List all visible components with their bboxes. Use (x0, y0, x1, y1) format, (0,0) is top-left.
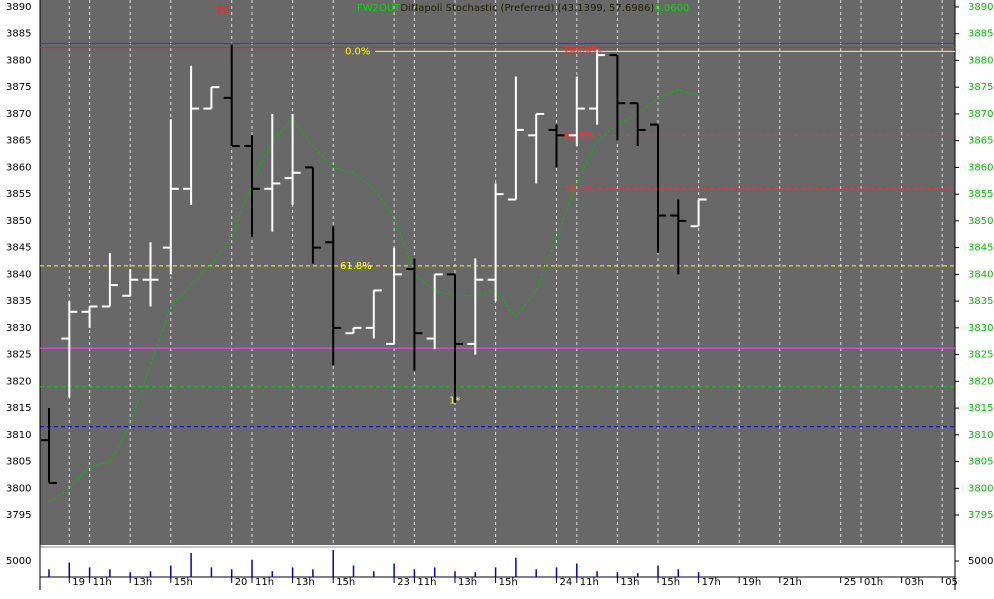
y-tick-label-right: 3870 (968, 109, 993, 120)
level-label: 38.2% (563, 184, 595, 195)
x-tick-label: 15h (174, 577, 193, 588)
marker-label: PO (217, 5, 231, 16)
indicator-title: FW2OUTDiNapoli Stochastic (Preferred) (4… (357, 3, 689, 14)
x-tick-label: 15h (336, 577, 355, 588)
y-tick-label-left: 3825 (6, 350, 31, 361)
volume-pane (39, 546, 956, 578)
stochastic-line (48, 89, 699, 503)
x-tick-label: 01h (864, 577, 883, 588)
x-tick-label: 25 (844, 577, 857, 588)
level-label: 61.8% (563, 130, 595, 141)
level-label: 100.0% (563, 45, 601, 56)
y-tick-label-left: 3820 (6, 376, 31, 387)
y-tick-label-right: 3875 (968, 82, 993, 93)
y-tick-label-left: 3885 (6, 29, 31, 40)
y-tick-label-right: 3830 (968, 323, 993, 334)
y-tick-label-right: 3815 (968, 403, 993, 414)
y-tick-label-right: 3805 (968, 457, 993, 468)
level-label: 0.0% (345, 46, 370, 57)
y-tick-label-right: 3835 (968, 296, 993, 307)
x-tick-label: 11h (255, 577, 274, 588)
y-tick-label-right: 3865 (968, 136, 993, 147)
y-tick-label-right: 3860 (968, 162, 993, 173)
y-tick-label-left: 3800 (6, 483, 31, 494)
y-tick-label-right: 3885 (968, 29, 993, 40)
x-tick-label: 11h (580, 577, 599, 588)
y-tick-label-left: 3880 (6, 55, 31, 66)
y-tick-label-left: 3805 (6, 457, 31, 468)
y-tick-label-left: 3815 (6, 403, 31, 414)
y-tick-label-left: 3840 (6, 269, 31, 280)
y-tick-label-left: 3870 (6, 109, 31, 120)
y-tick-label-left: 3855 (6, 189, 31, 200)
x-tick-label: 11h (417, 577, 436, 588)
x-tick-label: 17h (702, 577, 721, 588)
y-tick-label-right: 3840 (968, 269, 993, 280)
y-tick-label-left: 3860 (6, 162, 31, 173)
y-tick-label-right: 3890 (968, 2, 993, 13)
y-tick-label-left: 3865 (6, 136, 31, 147)
y-tick-label-left: 3835 (6, 296, 31, 307)
x-tick-label: 13h (133, 577, 152, 588)
indicator-suffix: 4.0600 (654, 3, 689, 14)
y-tick-label-right: 3845 (968, 243, 993, 254)
volume-tick-label-right: 5000 (968, 556, 993, 567)
x-tick-label: 15h (661, 577, 680, 588)
y-tick-label-left: 3845 (6, 243, 31, 254)
x-tick-label: 23 (397, 577, 410, 588)
x-tick-label: 19 (72, 577, 85, 588)
y-tick-label-right: 3810 (968, 430, 993, 441)
y-tick-label-right: 3795 (968, 510, 993, 521)
volume-tick-label-left: 5000 (6, 556, 31, 567)
x-tick-label: 21h (783, 577, 802, 588)
indicator-prefix: FW2OUT (357, 3, 401, 14)
y-tick-label-left: 3875 (6, 82, 31, 93)
pivot-label: 1* (449, 396, 460, 407)
level-label: 61.8% (340, 261, 372, 272)
x-tick-label: 13h (296, 577, 315, 588)
y-tick-label-right: 3880 (968, 55, 993, 66)
y-tick-label-left: 3850 (6, 216, 31, 227)
y-tick-label-left: 3810 (6, 430, 31, 441)
y-tick-label-right: 3855 (968, 189, 993, 200)
y-tick-label-right: 3850 (968, 216, 993, 227)
y-tick-label-left: 3890 (6, 2, 31, 13)
y-tick-label-left: 3795 (6, 510, 31, 521)
x-tick-label: 15h (499, 577, 518, 588)
y-tick-label-right: 3820 (968, 376, 993, 387)
y-tick-label-right: 3825 (968, 350, 993, 361)
x-tick-label: 13h (458, 577, 477, 588)
x-tick-label: 20 (235, 577, 248, 588)
x-tick-label: 24 (560, 577, 573, 588)
x-tick-label: 03h (905, 577, 924, 588)
x-tick-label: 05 (945, 577, 958, 588)
x-tick-label: 19h (742, 577, 761, 588)
price-pane (40, 0, 955, 545)
x-tick-label: 11h (93, 577, 112, 588)
indicator-name: DiNapoli Stochastic (Preferred) (43.1399… (400, 3, 654, 14)
y-tick-label-left: 3830 (6, 323, 31, 334)
x-tick-label: 13h (620, 577, 639, 588)
y-tick-label-right: 3800 (968, 483, 993, 494)
